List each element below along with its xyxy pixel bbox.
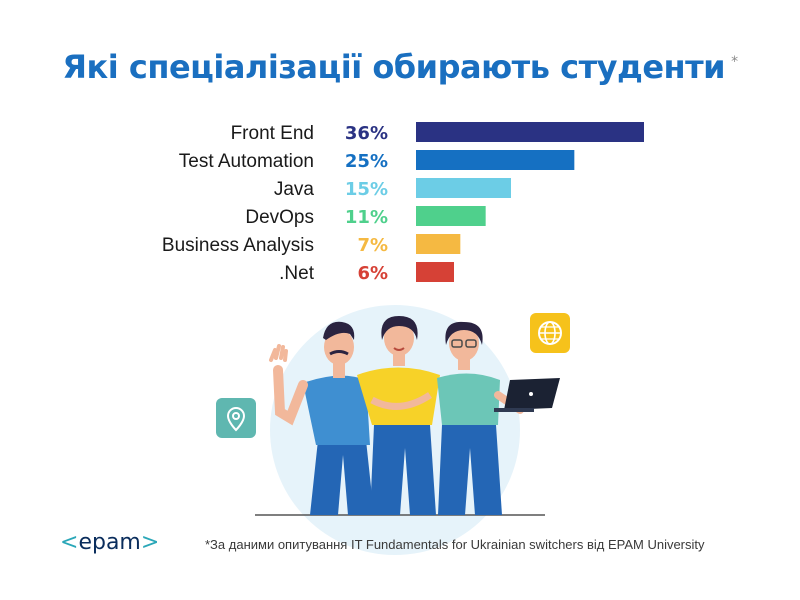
- bar: [416, 150, 575, 170]
- value-label: 6%: [357, 263, 388, 284]
- category-label: Business Analysis: [162, 235, 314, 256]
- category-label: .Net: [279, 263, 315, 284]
- background-circle: [270, 305, 520, 555]
- title-text: Які спеціалізації обирають студенти: [62, 48, 726, 86]
- bar: [416, 178, 511, 198]
- epam-logo: <epam>: [60, 530, 160, 555]
- woman-center-figure: [357, 316, 440, 515]
- bar: [416, 122, 644, 142]
- location-pin-icon: [216, 398, 256, 438]
- value-label: 7%: [357, 235, 388, 256]
- bar: [416, 234, 461, 254]
- bar: [416, 206, 486, 226]
- value-label: 11%: [345, 207, 388, 228]
- specializations-bar-chart: Front End 36% Test Automation 25% Java 15% Dev…: [162, 122, 644, 284]
- value-label: 15%: [345, 179, 388, 200]
- category-label: Test Automation: [179, 151, 314, 172]
- laptop-icon: [494, 378, 560, 412]
- value-label: 25%: [345, 151, 388, 172]
- category-label: Front End: [231, 123, 314, 144]
- title-asterisk: *: [731, 54, 738, 70]
- category-label: DevOps: [245, 207, 314, 228]
- globe-icon: [530, 313, 570, 353]
- man-figure: [269, 321, 374, 515]
- value-label: 36%: [345, 123, 388, 144]
- page-title: Які спеціалізації обирають студенти *: [0, 48, 800, 86]
- category-label: Java: [274, 179, 315, 200]
- bar: [416, 262, 454, 282]
- woman-right-figure: [437, 321, 524, 515]
- survey-footnote: *За даними опитування IT Fundamentals fo…: [205, 537, 705, 552]
